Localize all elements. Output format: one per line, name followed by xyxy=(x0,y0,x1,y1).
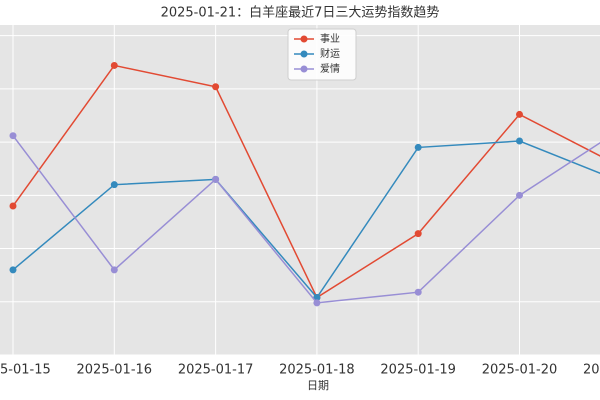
data-point xyxy=(212,175,220,183)
data-point xyxy=(9,266,17,274)
chart-title: 2025-01-21：白羊座最近7日三大运势指数趋势 xyxy=(161,5,440,21)
data-point xyxy=(516,137,523,145)
legend-label: 财运 xyxy=(320,47,340,60)
data-point xyxy=(414,288,422,296)
legend-label: 爱情 xyxy=(320,62,340,75)
data-point xyxy=(516,191,523,199)
x-axis-label: 日期 xyxy=(307,379,329,392)
data-point xyxy=(516,110,523,118)
data-point xyxy=(9,132,17,140)
data-point xyxy=(414,230,422,238)
data-point xyxy=(110,266,118,274)
x-tick-label: 2025-01-20 xyxy=(482,363,558,378)
legend-marker xyxy=(300,35,308,43)
data-point xyxy=(313,294,321,302)
data-point xyxy=(110,61,118,69)
data-point xyxy=(110,181,118,189)
x-tick-label: 2025-01-17 xyxy=(178,363,254,378)
x-tick-label: 2025-01-21 xyxy=(583,363,600,378)
legend-marker xyxy=(300,50,308,58)
data-point xyxy=(9,202,17,210)
legend-label: 事业 xyxy=(320,32,340,45)
x-tick-label: 2025-01-16 xyxy=(77,363,153,378)
legend-marker xyxy=(300,65,308,73)
data-point xyxy=(313,299,321,307)
data-point xyxy=(414,143,422,151)
x-tick-label: 2025-01-18 xyxy=(279,363,355,378)
data-point xyxy=(212,83,220,91)
x-tick-label: 2025-01-15 xyxy=(0,363,51,378)
x-tick-label: 2025-01-19 xyxy=(380,363,456,378)
